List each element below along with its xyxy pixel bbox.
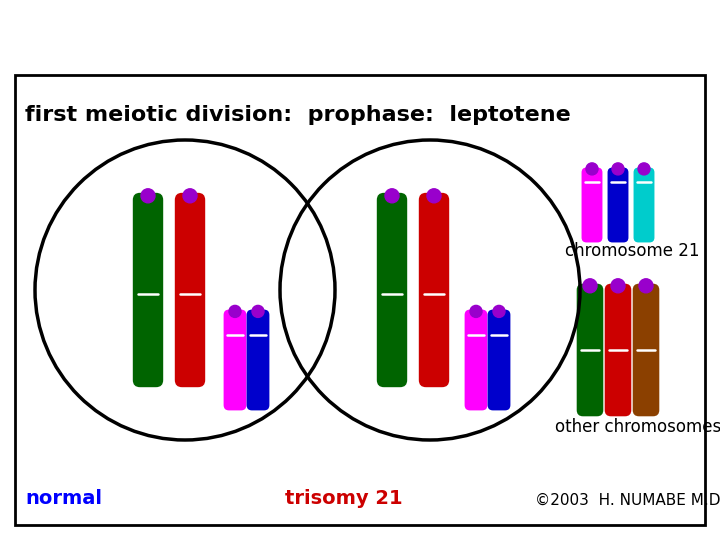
FancyBboxPatch shape (577, 284, 603, 416)
Circle shape (638, 163, 650, 175)
Circle shape (470, 306, 482, 318)
Circle shape (252, 306, 264, 318)
FancyBboxPatch shape (582, 167, 603, 242)
Circle shape (229, 306, 241, 318)
Text: ©2003  H. NUMABE M.D.: ©2003 H. NUMABE M.D. (535, 493, 720, 508)
FancyBboxPatch shape (605, 284, 631, 416)
Circle shape (385, 189, 399, 203)
Circle shape (427, 189, 441, 203)
Circle shape (586, 163, 598, 175)
FancyBboxPatch shape (633, 284, 660, 416)
Circle shape (611, 279, 625, 293)
Bar (15, 75, 705, 525)
FancyBboxPatch shape (377, 193, 408, 387)
FancyBboxPatch shape (224, 309, 246, 410)
Text: other chromosomes: other chromosomes (555, 418, 720, 436)
Text: first meiotic division:  prophase:  leptotene: first meiotic division: prophase: leptot… (25, 105, 571, 125)
FancyBboxPatch shape (464, 309, 487, 410)
Circle shape (183, 189, 197, 203)
Text: chromosome 21: chromosome 21 (565, 242, 700, 260)
FancyBboxPatch shape (608, 167, 629, 242)
FancyBboxPatch shape (487, 309, 510, 410)
Circle shape (141, 189, 155, 203)
FancyBboxPatch shape (175, 193, 205, 387)
FancyBboxPatch shape (419, 193, 449, 387)
Text: normal: normal (25, 489, 102, 508)
Circle shape (583, 279, 597, 293)
Circle shape (493, 306, 505, 318)
Circle shape (639, 279, 653, 293)
Text: trisomy 21: trisomy 21 (285, 489, 402, 508)
FancyBboxPatch shape (634, 167, 654, 242)
FancyBboxPatch shape (246, 309, 269, 410)
FancyBboxPatch shape (132, 193, 163, 387)
Circle shape (612, 163, 624, 175)
